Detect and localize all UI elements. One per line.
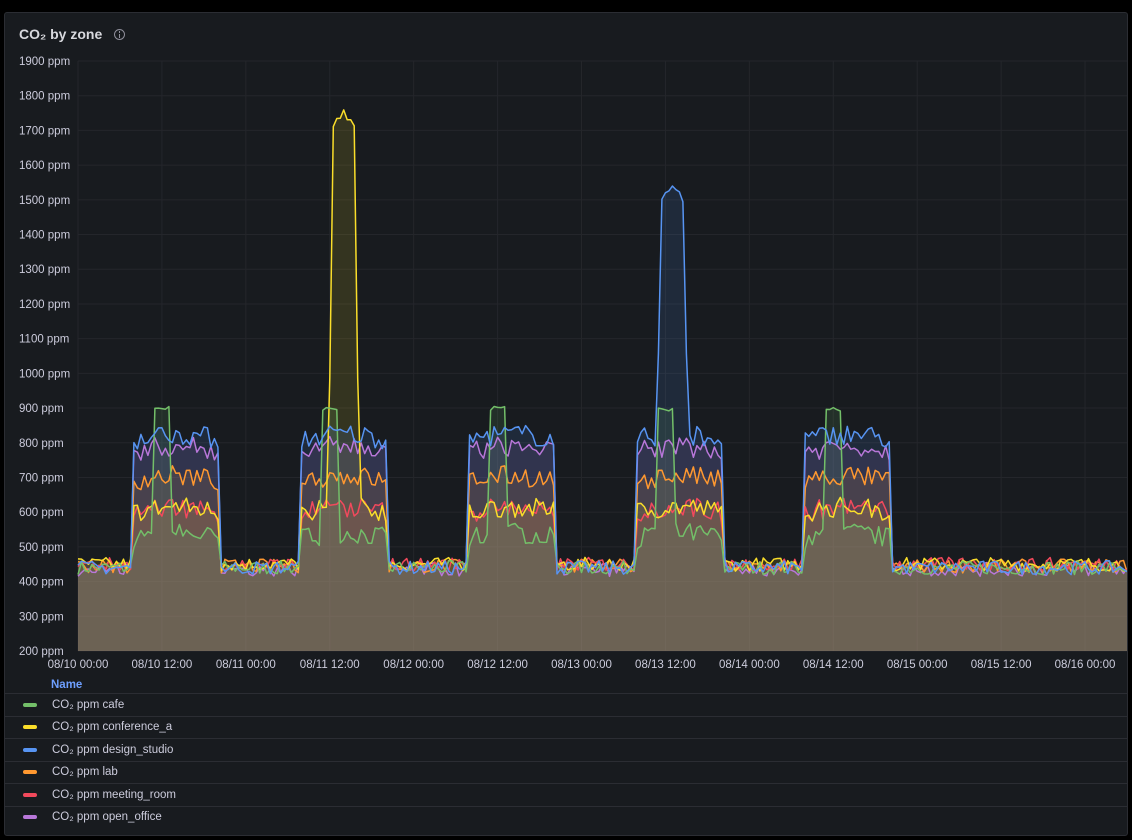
x-tick-label: 08/15 12:00 xyxy=(971,659,1032,671)
legend-swatch xyxy=(23,792,37,797)
panel-header: CO₂ by zone xyxy=(19,24,126,44)
y-tick-label: 1400 ppm xyxy=(19,230,70,242)
y-tick-label: 1300 ppm xyxy=(19,264,70,276)
series-area-5 xyxy=(78,436,1127,651)
legend-swatch xyxy=(23,725,37,730)
legend-label: CO₂ ppm lab xyxy=(52,766,118,779)
series-area-3 xyxy=(78,465,1127,651)
y-tick-label: 200 ppm xyxy=(19,646,64,658)
y-tick-label: 1000 ppm xyxy=(19,368,70,380)
y-tick-label: 1100 ppm xyxy=(19,334,69,346)
x-tick-label: 08/12 12:00 xyxy=(467,659,528,671)
legend: Name CO₂ ppm cafe CO₂ ppm conference_a CO₂… xyxy=(5,679,1127,828)
series-line-3 xyxy=(77,465,1127,574)
y-tick-label: 1500 ppm xyxy=(19,195,70,207)
series-line-5 xyxy=(77,435,1127,578)
legend-item[interactable]: CO₂ ppm design_studio xyxy=(5,738,1127,761)
legend-item[interactable]: CO₂ ppm cafe xyxy=(5,693,1127,716)
legend-label: CO₂ ppm open_office xyxy=(52,811,162,824)
legend-label: CO₂ ppm conference_a xyxy=(52,721,173,734)
legend-swatch xyxy=(23,747,37,752)
x-tick-label: 08/13 00:00 xyxy=(551,659,612,671)
y-tick-label: 1600 ppm xyxy=(19,160,70,172)
legend-label: CO₂ ppm meeting_room xyxy=(52,788,176,801)
y-tick-label: 800 ppm xyxy=(19,438,64,450)
panel-title[interactable]: CO₂ by zone xyxy=(19,26,103,42)
legend-swatch xyxy=(23,815,37,820)
series-line-2 xyxy=(77,185,1127,576)
y-tick-label: 1700 ppm xyxy=(19,125,70,137)
series-area-2 xyxy=(78,186,1127,651)
y-tick-label: 400 ppm xyxy=(19,577,64,589)
y-tick-label: 700 ppm xyxy=(19,472,64,484)
legend-swatch xyxy=(23,702,37,707)
y-tick-label: 300 ppm xyxy=(19,611,64,623)
y-tick-label: 900 ppm xyxy=(19,403,64,415)
legend-swatch xyxy=(23,770,37,775)
x-tick-label: 08/10 00:00 xyxy=(48,659,109,671)
x-tick-label: 08/14 00:00 xyxy=(719,659,780,671)
series-line-1 xyxy=(77,109,1127,572)
y-tick-label: 600 ppm xyxy=(19,507,64,519)
info-icon[interactable] xyxy=(114,28,126,40)
x-tick-label: 08/10 12:00 xyxy=(132,659,193,671)
x-tick-label: 08/15 00:00 xyxy=(887,659,948,671)
y-tick-label: 1800 ppm xyxy=(19,91,70,103)
x-tick-label: 08/11 12:00 xyxy=(300,659,360,671)
x-tick-label: 08/16 00:00 xyxy=(1055,659,1116,671)
legend-item[interactable]: CO₂ ppm meeting_room xyxy=(5,783,1127,806)
legend-label: CO₂ ppm cafe xyxy=(52,698,125,711)
legend-item[interactable]: CO₂ ppm open_office xyxy=(5,805,1127,829)
legend-label: CO₂ ppm design_studio xyxy=(52,743,174,756)
series-line-0 xyxy=(77,405,1127,576)
legend-item[interactable]: CO₂ ppm conference_a xyxy=(5,715,1127,739)
chart-panel: CO₂ by zone 200 ppm 300 ppm 400 ppm 500 ppm… xyxy=(4,12,1128,836)
x-tick-label: 08/14 12:00 xyxy=(803,659,864,671)
x-tick-label: 08/11 00:00 xyxy=(216,659,276,671)
y-tick-label: 500 ppm xyxy=(19,542,64,554)
y-tick-label: 1900 ppm xyxy=(19,56,70,68)
legend-item[interactable]: CO₂ ppm lab xyxy=(5,760,1127,784)
y-tick-label: 1200 ppm xyxy=(19,299,70,311)
x-tick-label: 08/13 12:00 xyxy=(635,659,696,671)
co2-chart[interactable]: 200 ppm 300 ppm 400 ppm 500 ppm 600 ppm 700 p… xyxy=(5,13,1128,679)
x-tick-label: 08/12 00:00 xyxy=(383,659,444,671)
legend-header[interactable]: Name xyxy=(51,679,83,691)
legend-rows: CO₂ ppm cafe CO₂ ppm conference_a CO₂ ppm … xyxy=(5,693,1127,828)
series-area-0 xyxy=(78,406,1127,651)
